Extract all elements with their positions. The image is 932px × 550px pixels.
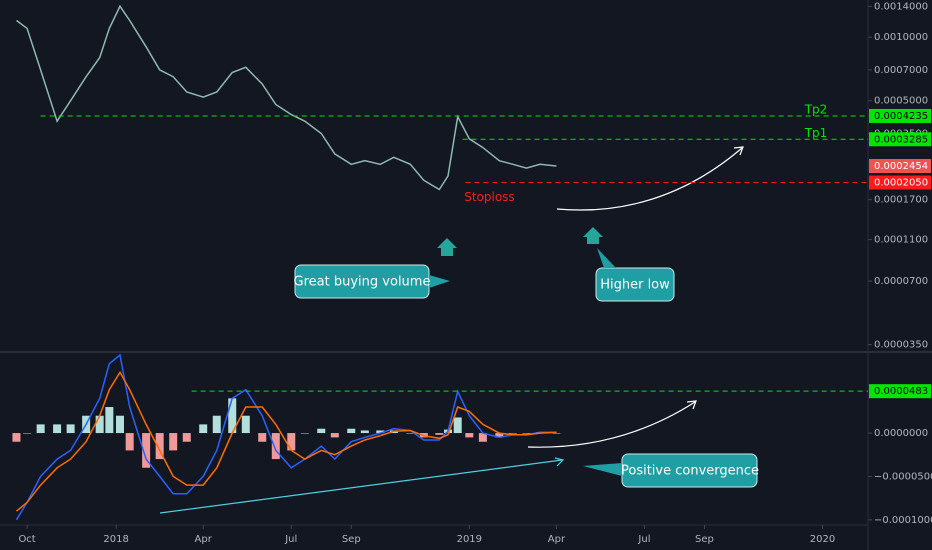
up-arrow	[437, 238, 457, 256]
price-badge-label: 0.0004235	[874, 111, 928, 122]
series-line	[16, 370, 557, 512]
histogram-bar	[105, 407, 114, 434]
arrow-head	[733, 146, 744, 156]
y-tick-label: 0.0014000	[874, 1, 928, 12]
histogram-bar	[258, 433, 267, 442]
x-tick-label: Apr	[548, 534, 566, 545]
histogram-bar	[53, 424, 62, 434]
histogram-bar	[212, 415, 221, 434]
y-tick-label: 0.0007000	[874, 65, 928, 76]
histogram-bar	[125, 433, 134, 451]
callout-pointer	[583, 463, 622, 476]
level-name: Stoploss	[464, 190, 514, 204]
histogram-bar	[478, 433, 487, 442]
histogram-bar	[522, 433, 531, 434]
histogram-bar	[199, 424, 208, 434]
histogram-bar	[95, 415, 104, 434]
histogram-bar	[155, 433, 164, 460]
x-tick-label: 2019	[457, 534, 482, 545]
histogram-bar	[271, 433, 280, 460]
up-arrow	[583, 227, 603, 244]
x-tick-label: 2020	[810, 534, 835, 545]
y-tick-label: −0.0000500	[874, 471, 932, 482]
price-badge	[869, 108, 931, 123]
arrow-head	[686, 400, 697, 410]
y-tick-label: −0.0001000	[874, 515, 932, 526]
histogram-bar	[465, 433, 474, 438]
histogram-bar	[66, 424, 75, 434]
histogram-bar	[453, 417, 462, 434]
histogram-bar	[182, 433, 191, 442]
price-badge-label: 0.0003285	[874, 134, 928, 145]
histogram-bar	[142, 433, 151, 468]
callout-pointer	[597, 248, 616, 268]
histogram-bar	[228, 398, 237, 434]
histogram-bar	[360, 430, 369, 434]
price-badge	[869, 159, 931, 174]
x-tick-label: 2018	[103, 534, 128, 545]
x-tick-label: Jul	[637, 534, 650, 545]
histogram-bar	[23, 433, 32, 434]
histogram-bar	[508, 433, 517, 434]
histogram-bar	[495, 433, 504, 438]
x-tick-label: Sep	[342, 534, 361, 545]
histogram-bar	[12, 433, 21, 442]
series-line	[15, 353, 557, 521]
series-line	[16, 4, 557, 191]
price-badge-label: 0.0002050	[874, 178, 928, 189]
callout-pointer	[429, 275, 450, 288]
callout-text: Great buying volume	[294, 275, 431, 290]
y-tick-label: 0.0001700	[874, 195, 928, 206]
histogram-bar	[552, 433, 561, 434]
y-tick-label: 0.0005000	[874, 96, 928, 107]
histogram-bar	[169, 433, 178, 451]
arrow-head	[554, 457, 565, 467]
callout-box	[595, 267, 675, 302]
x-tick-label: Jul	[284, 534, 297, 545]
level-name: Tp1	[804, 126, 828, 140]
projection-curve	[527, 401, 696, 448]
y-tick-label: 0.0000000	[874, 428, 928, 439]
price-badge-label: 0.0002454	[874, 161, 928, 172]
x-tick-label: Oct	[18, 534, 35, 545]
histogram-bar	[347, 428, 356, 434]
y-tick-label: 0.0010000	[874, 32, 928, 43]
price-badge	[869, 132, 931, 147]
callout-text: Positive convergence	[621, 464, 759, 479]
histogram-bar	[300, 433, 309, 434]
trend-line	[159, 459, 563, 514]
x-tick-label: Apr	[195, 534, 213, 545]
histogram-bar	[330, 433, 339, 438]
histogram-bar	[241, 415, 250, 434]
x-tick-label: Sep	[695, 534, 714, 545]
histogram-bar	[115, 415, 124, 434]
histogram-bar	[406, 433, 415, 434]
y-tick-label: 0.0000700	[874, 276, 928, 287]
price-badge	[869, 384, 931, 399]
histogram-bar	[317, 428, 326, 434]
histogram-bar	[435, 433, 444, 435]
y-tick-label: 0.0001100	[874, 235, 928, 246]
y-tick-label: 0.0000350	[874, 340, 928, 351]
price-badge	[869, 175, 931, 190]
histogram-bar	[36, 424, 45, 434]
level-name: Tp2	[804, 102, 828, 116]
callout-text: Higher low	[600, 278, 670, 293]
price-badge-label: 0.0000483	[874, 386, 928, 397]
histogram-bar	[287, 433, 296, 451]
histogram-bar	[376, 430, 385, 434]
projection-curve	[556, 147, 743, 211]
